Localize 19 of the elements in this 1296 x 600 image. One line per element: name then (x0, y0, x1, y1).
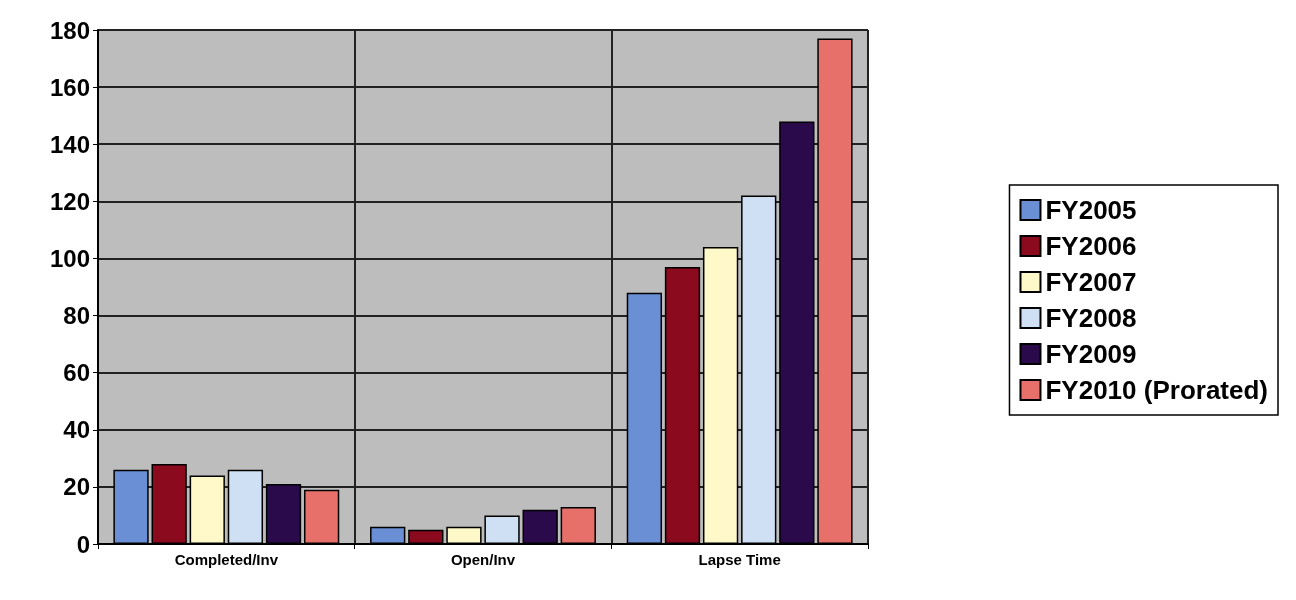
y-tick-label: 40 (63, 416, 90, 444)
legend-label: FY2007 (1045, 267, 1137, 297)
y-tick-label: 120 (49, 187, 90, 215)
y-tick-label: 20 (63, 473, 90, 501)
y-tick-label: 140 (49, 130, 90, 158)
y-tick-label: 0 (76, 530, 90, 558)
y-tick-label: 80 (63, 302, 90, 330)
x-tick-label: Open/Inv (450, 551, 516, 568)
legend-label: FY2006 (1045, 231, 1137, 261)
x-tick-label: Completed/Inv (174, 551, 279, 568)
legend-label: FY2009 (1045, 339, 1137, 369)
legend-label: FY2010 (Prorated) (1045, 375, 1269, 405)
x-tick-label: Lapse Time (698, 551, 781, 568)
y-tick-label: 60 (63, 359, 90, 387)
legend-label: FY2008 (1045, 303, 1137, 333)
y-tick-label: 100 (49, 244, 90, 272)
legend-label: FY2005 (1045, 195, 1137, 225)
y-tick-label: 160 (49, 73, 90, 101)
y-tick-label: 180 (49, 16, 90, 44)
